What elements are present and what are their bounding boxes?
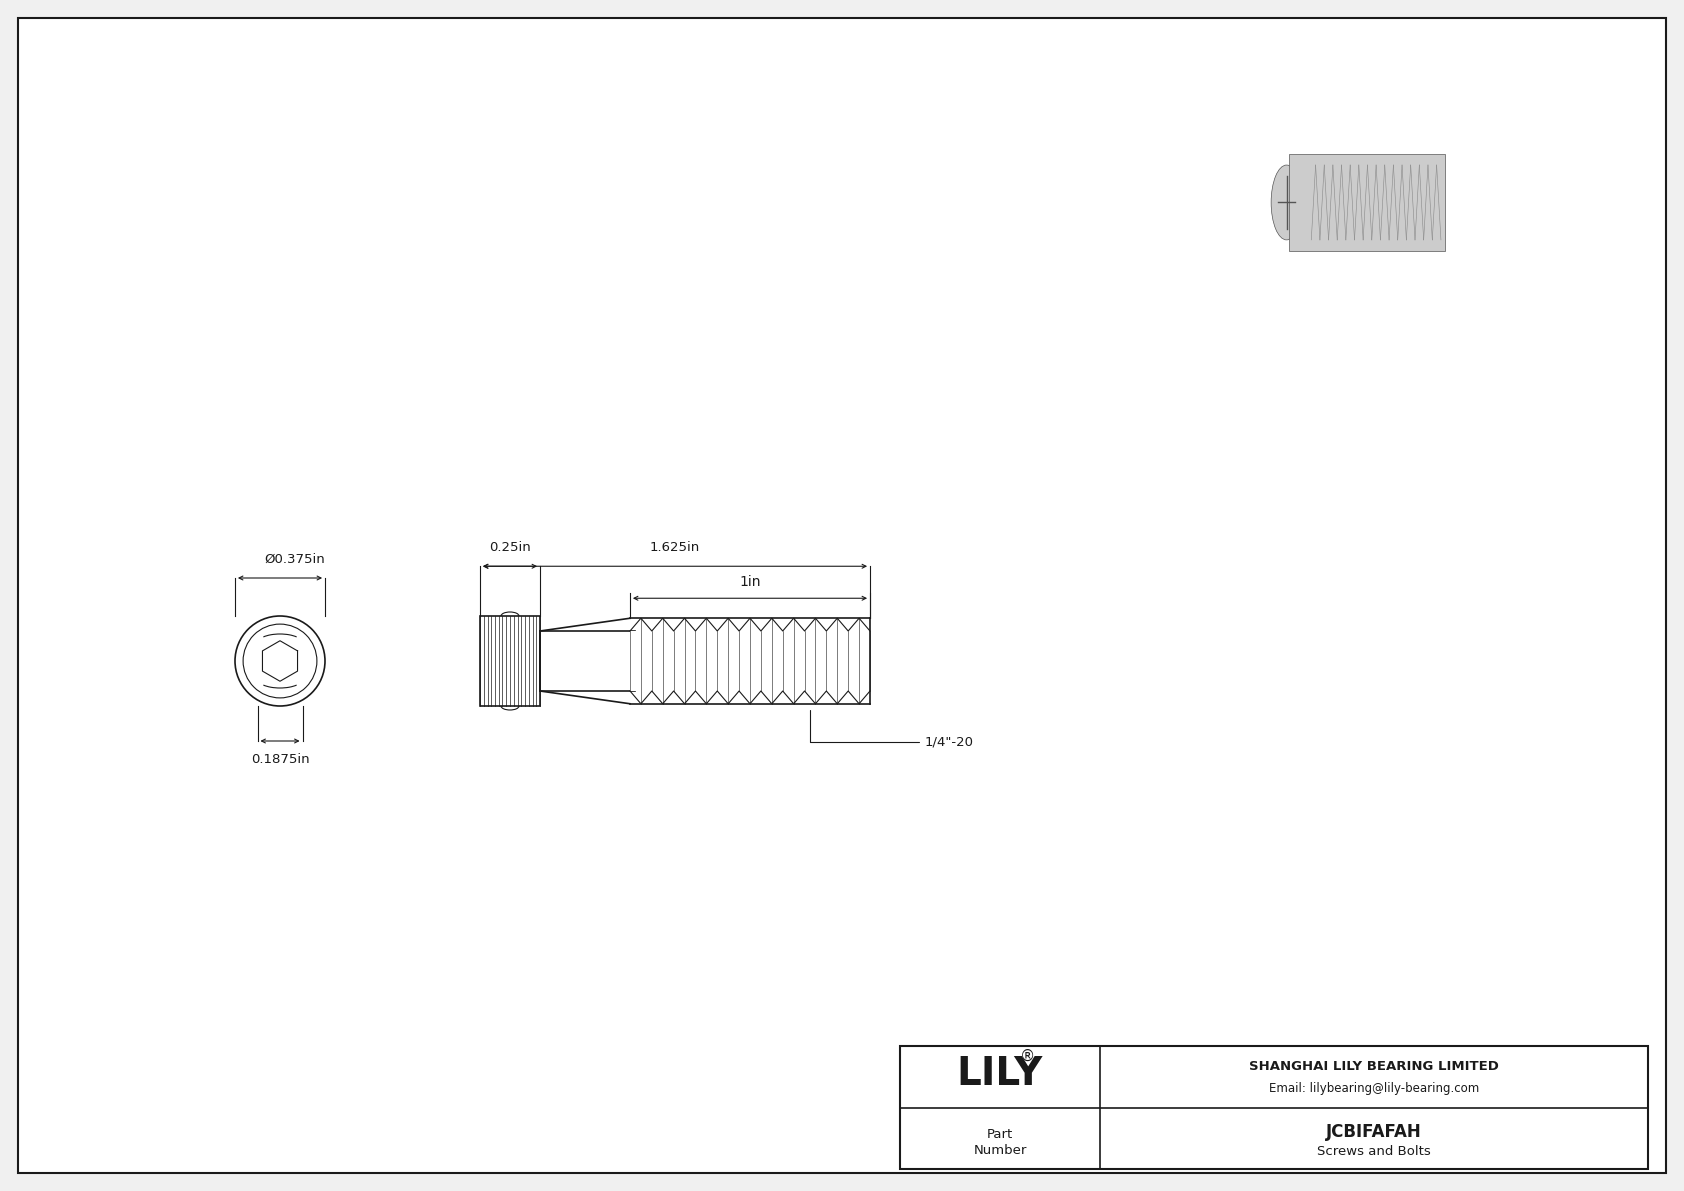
Text: 1in: 1in [739, 575, 761, 590]
Ellipse shape [1271, 166, 1302, 239]
Text: JCBIFAFAH: JCBIFAFAH [1325, 1123, 1421, 1141]
Text: 1.625in: 1.625in [650, 541, 701, 554]
Text: Part: Part [987, 1128, 1014, 1141]
Text: ®: ® [1021, 1049, 1036, 1065]
Text: SHANGHAI LILY BEARING LIMITED: SHANGHAI LILY BEARING LIMITED [1250, 1060, 1499, 1073]
Text: Email: lilybearing@lily-bearing.com: Email: lilybearing@lily-bearing.com [1268, 1083, 1479, 1096]
Text: 1/4"-20: 1/4"-20 [810, 710, 973, 749]
Text: LILY: LILY [957, 1055, 1042, 1093]
Text: 0.25in: 0.25in [488, 541, 530, 554]
Text: Screws and Bolts: Screws and Bolts [1317, 1145, 1431, 1158]
Text: Number: Number [973, 1143, 1027, 1156]
Bar [899, 1046, 1649, 1170]
Bar [541, 631, 635, 691]
Text: 0.1875in: 0.1875in [251, 753, 310, 766]
Text: Ø0.375in: Ø0.375in [264, 553, 325, 566]
FancyBboxPatch shape [1288, 154, 1445, 251]
Bar [630, 631, 871, 691]
Bar [480, 616, 541, 706]
